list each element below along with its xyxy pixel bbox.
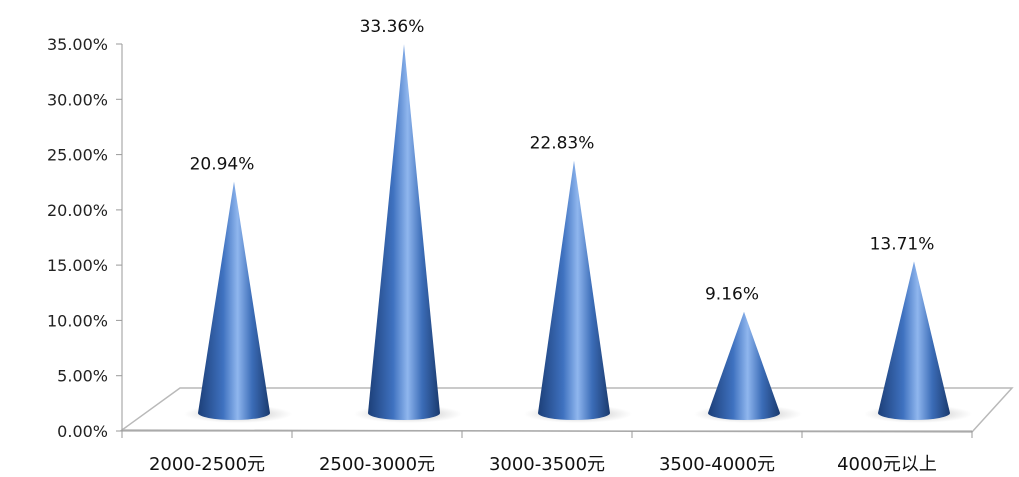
data-label: 9.16% [705,285,759,305]
data-label: 33.36% [360,17,425,37]
data-label: 13.71% [870,234,935,254]
y-tick-label: 25.00% [47,146,108,165]
y-tick-label: 35.00% [47,35,108,54]
cone-bar: 33.36% [354,17,462,423]
cone-bar: 20.94% [184,154,292,423]
x-category-label: 2500-3000元 [319,454,435,475]
x-axis: 2000-2500元 2500-3000元 3000-3500元 3500-40… [121,431,973,475]
y-tick-label: 10.00% [47,311,108,330]
cone-body [878,261,950,420]
cone-bar: 22.83% [524,134,632,423]
y-tick-label: 20.00% [47,201,108,220]
data-label: 22.83% [530,134,595,154]
y-tick-label: 0.00% [57,422,108,441]
y-tick-label: 30.00% [47,90,108,109]
y-tick-label: 5.00% [57,367,108,386]
cone-body [368,44,440,420]
y-axis: 0.00% 5.00% 10.00% 15.00% 20.00% 25.00% … [47,35,122,441]
data-label: 20.94% [190,154,255,174]
series-cones: 20.94% 33.36% 22.83% 9.16% 13.71% [184,17,972,423]
x-category-label: 3500-4000元 [659,454,775,475]
cone-body [708,311,780,420]
cone-bar: 13.71% [864,234,972,423]
x-category-label: 4000元以上 [837,454,937,475]
cone-bar: 9.16% [694,285,802,423]
y-tick-label: 15.00% [47,256,108,275]
cone-body [538,160,610,420]
cone-body [198,181,270,420]
x-category-label: 2000-2500元 [149,454,265,475]
x-category-label: 3000-3500元 [489,454,605,475]
